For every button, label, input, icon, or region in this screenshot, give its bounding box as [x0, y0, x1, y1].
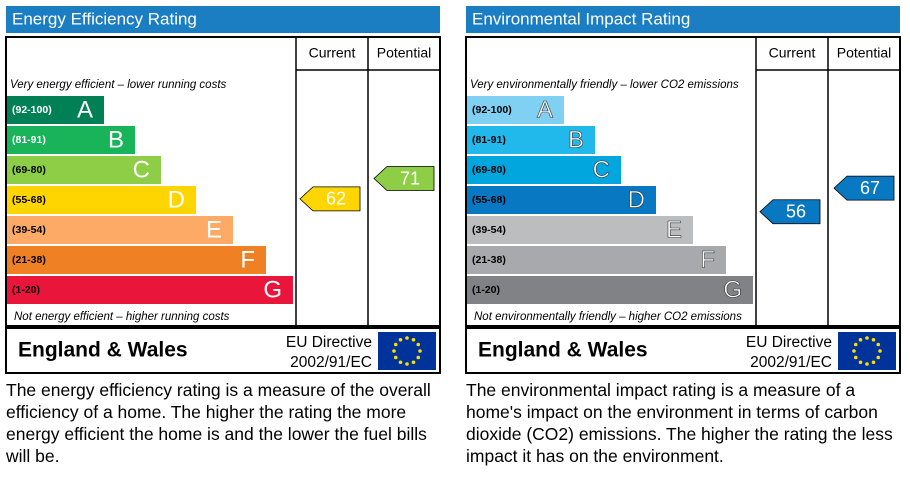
directive: EU Directive	[286, 334, 372, 351]
band-letter: B	[108, 126, 124, 153]
band	[7, 276, 293, 304]
eu-star	[876, 355, 881, 360]
title-bar	[466, 6, 900, 33]
bottom-note: Not environmentally friendly – higher CO…	[474, 311, 742, 323]
region: England & Wales	[478, 339, 648, 362]
rating-value: 71	[400, 168, 420, 188]
band-letter: B	[568, 126, 584, 153]
directive: EU Directive	[746, 334, 832, 351]
eu-star	[871, 337, 876, 342]
band-range: (39-54)	[12, 224, 46, 236]
band-letter: F	[700, 246, 715, 273]
band	[467, 276, 753, 304]
band-range: (69-80)	[472, 164, 506, 176]
band-letter: E	[206, 216, 222, 243]
title-bar	[6, 6, 440, 33]
eu-star	[398, 360, 403, 365]
footer-box	[465, 327, 901, 374]
band-letter: E	[666, 216, 682, 243]
eu-star	[392, 349, 396, 353]
rating-arrow	[373, 166, 435, 191]
directive: 2002/91/EC	[750, 354, 832, 371]
column-header: Potential	[837, 45, 891, 61]
band	[467, 96, 564, 124]
band-range: (69-80)	[12, 164, 46, 176]
band-range: (39-54)	[472, 224, 506, 236]
eu-star	[865, 336, 869, 340]
top-note: Very energy efficient – lower running co…	[10, 79, 227, 91]
eu-star	[852, 349, 856, 353]
band-letter: F	[240, 246, 255, 273]
eu-star	[416, 355, 421, 360]
eu-star	[393, 355, 398, 360]
eu-star	[853, 342, 858, 347]
eu-star	[405, 336, 409, 340]
eu-star	[878, 349, 882, 353]
band-range: (1-20)	[12, 284, 40, 296]
band	[7, 126, 135, 154]
rating-value: 56	[786, 201, 806, 221]
band	[467, 216, 693, 244]
band	[467, 186, 656, 214]
band-range: (92-100)	[472, 104, 512, 116]
eu-star	[853, 355, 858, 360]
eu-star	[418, 349, 422, 353]
eu-star	[411, 337, 416, 342]
rating-arrow	[759, 199, 821, 225]
rating-value: 62	[326, 189, 346, 209]
band-letter: C	[593, 156, 610, 183]
top-note: Very environmentally friendly – lower CO…	[470, 79, 739, 91]
description: The energy efficiency rating is a measur…	[6, 380, 431, 466]
band-letter: C	[133, 156, 150, 183]
panel-title: Environmental Impact Rating	[472, 9, 690, 28]
band	[467, 246, 726, 274]
bottom-note: Not energy efficient – higher running co…	[14, 311, 230, 323]
column-header: Current	[309, 45, 356, 61]
band-letter: G	[263, 276, 282, 303]
description: The environmental impact rating is a mea…	[466, 380, 893, 466]
directive: 2002/91/EC	[290, 354, 372, 371]
eu-star	[411, 360, 416, 365]
footer-box	[5, 327, 441, 374]
eu-star	[858, 360, 863, 365]
band-range: (21-38)	[12, 254, 46, 266]
eu-star	[876, 342, 881, 347]
band-range: (92-100)	[12, 104, 52, 116]
eu-star	[393, 342, 398, 347]
rating-value: 67	[860, 178, 880, 198]
eu-star	[416, 342, 421, 347]
band-letter: D	[168, 186, 185, 213]
column-header: Potential	[377, 45, 431, 61]
band	[467, 126, 595, 154]
band-letter: A	[537, 96, 553, 123]
rating-arrow	[833, 175, 895, 201]
band	[7, 96, 104, 124]
band-range: (1-20)	[472, 284, 500, 296]
band	[7, 186, 196, 214]
region: England & Wales	[18, 339, 188, 362]
band-range: (81-91)	[472, 134, 506, 146]
eu-star	[865, 362, 869, 366]
eu-star	[858, 337, 863, 342]
band-range: (21-38)	[472, 254, 506, 266]
band	[7, 246, 266, 274]
band	[467, 156, 621, 184]
rating-arrow	[299, 186, 361, 212]
band	[7, 216, 233, 244]
eu-star	[405, 362, 409, 366]
panel-title: Energy Efficiency Rating	[12, 9, 197, 28]
band	[7, 156, 161, 184]
band-letter: D	[628, 186, 645, 213]
band-letter: G	[723, 276, 742, 303]
column-header: Current	[769, 45, 816, 61]
eu-star	[398, 337, 403, 342]
band-range: (55-68)	[472, 194, 506, 206]
band-range: (55-68)	[12, 194, 46, 206]
eu-star	[871, 360, 876, 365]
band-letter: A	[77, 96, 93, 123]
band-range: (81-91)	[12, 134, 46, 146]
